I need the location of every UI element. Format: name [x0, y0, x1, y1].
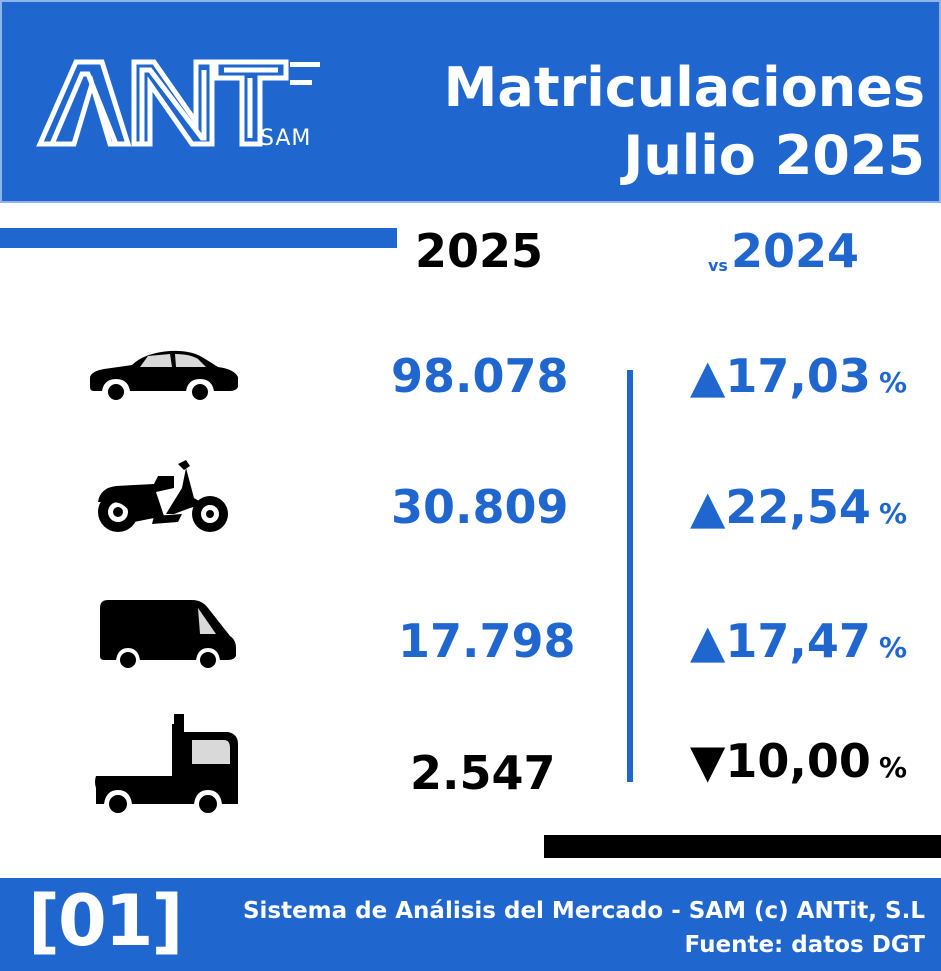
van-icon [100, 600, 236, 670]
car-icon [90, 350, 238, 401]
accent-bar-left [0, 228, 397, 248]
value-trucks: 2.547 [410, 746, 556, 800]
footer-credit: Sistema de Análisis del Mercado - SAM (c… [242, 898, 925, 924]
row-trucks: 2.547 ▼10,00% [0, 710, 941, 814]
logo-subtitle: SAM [260, 126, 312, 151]
change-value: 17,03 [725, 349, 871, 403]
column-header-vs-label: vs [708, 256, 728, 275]
value-vans: 17.798 [398, 614, 576, 668]
percent-sign: % [878, 631, 907, 664]
value-cars: 98.078 [391, 349, 569, 403]
percent-sign: % [878, 366, 907, 399]
percent-sign: % [878, 497, 907, 530]
column-divider [627, 370, 633, 782]
change-value: 10,00 [725, 734, 871, 788]
truck-icon [95, 714, 238, 814]
percent-sign: % [878, 751, 907, 784]
row-vans: 17.798 ▲17,47% [0, 590, 941, 690]
column-header-previous-year: 2024 [731, 224, 860, 278]
column-header-current-year: 2025 [415, 224, 544, 278]
footer-source: Fuente: datos DGT [684, 932, 925, 958]
arrow-down-icon: ▼ [690, 734, 726, 788]
header-banner: SAM Matriculaciones Julio 2025 [0, 0, 941, 203]
change-value: 17,47 [725, 614, 871, 668]
arrow-up-icon: ▲ [690, 349, 726, 403]
ant-logo [36, 59, 320, 147]
page-subtitle-date: Julio 2025 [623, 124, 925, 187]
change-cars: ▲17,03% [690, 349, 907, 403]
footer-banner: [01] Sistema de Análisis del Mercado - S… [0, 878, 941, 971]
change-trucks: ▼10,00% [690, 734, 907, 788]
slide-code: [01] [28, 880, 183, 962]
change-value: 22,54 [725, 480, 871, 534]
value-motorcycles: 30.809 [391, 480, 569, 534]
accent-bar-bottom [544, 835, 941, 858]
row-motorcycles: 30.809 ▲22,54% [0, 458, 941, 558]
change-vans: ▲17,47% [690, 614, 907, 668]
row-cars: 98.078 ▲17,03% [0, 325, 941, 425]
page-title: Matriculaciones [443, 56, 925, 119]
change-motorcycles: ▲22,54% [690, 480, 907, 534]
arrow-up-icon: ▲ [690, 480, 726, 534]
motorcycle-icon [98, 460, 228, 532]
arrow-up-icon: ▲ [690, 614, 726, 668]
